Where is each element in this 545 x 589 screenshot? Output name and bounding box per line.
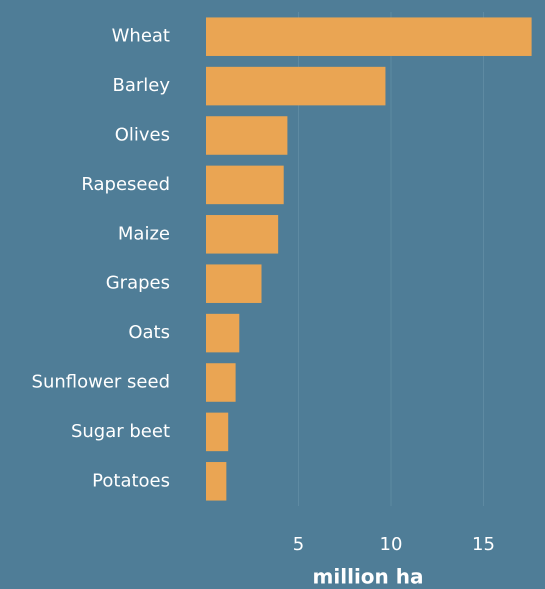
y-tick-label: Potatoes <box>92 470 170 491</box>
x-tick-label: 10 <box>380 534 403 555</box>
bar <box>206 264 262 303</box>
x-tick-label: 15 <box>472 534 495 555</box>
y-tick-label: Oats <box>128 322 170 343</box>
bar <box>206 462 227 501</box>
bar <box>206 165 284 205</box>
bar <box>206 17 532 56</box>
x-axis-label: million ha <box>313 565 424 589</box>
bar <box>206 412 229 452</box>
y-tick-label: Barley <box>112 75 170 96</box>
x-tick-label: 5 <box>293 534 304 555</box>
y-tick-label: Sugar beet <box>71 421 170 442</box>
y-tick-label: Wheat <box>112 26 170 47</box>
y-tick-label: Olives <box>115 125 170 146</box>
y-tick-label: Grapes <box>106 273 170 294</box>
y-tick-label: Rapeseed <box>81 174 170 195</box>
y-tick-label: Maize <box>118 223 170 244</box>
y-tick-label: Sunflower seed <box>32 372 170 393</box>
bar <box>206 363 236 402</box>
bar <box>206 66 386 106</box>
bar <box>206 215 279 254</box>
bar <box>206 116 288 155</box>
bar <box>206 313 240 353</box>
